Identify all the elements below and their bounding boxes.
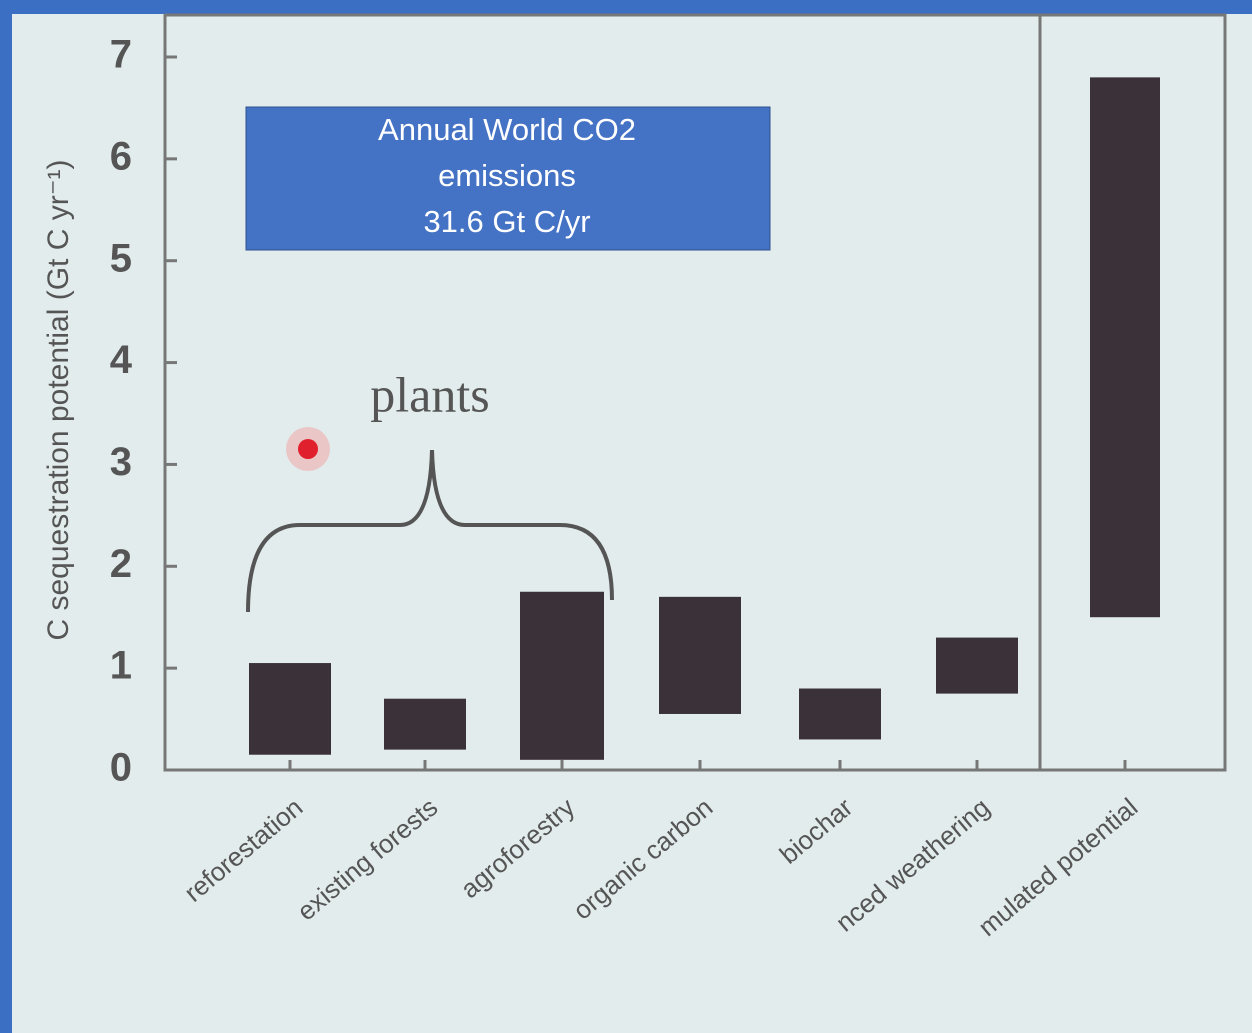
y-tick-label: 1 [110, 644, 132, 688]
y-tick-label: 2 [110, 542, 132, 586]
y-tick-label: 3 [110, 440, 132, 484]
y-tick-label: 6 [110, 134, 132, 178]
annotation-line: 31.6 Gt C/yr [423, 204, 590, 239]
y-tick-label: 5 [110, 236, 132, 280]
bar [249, 663, 331, 755]
chart: C sequestration potential (Gt C yr⁻¹) pl… [0, 0, 1252, 1033]
bar [1090, 77, 1160, 617]
bar [659, 597, 741, 714]
left-band [0, 0, 12, 1033]
bar [936, 638, 1018, 694]
y-axis-label: C sequestration potential (Gt C yr⁻¹) [42, 159, 75, 640]
bar [799, 689, 881, 740]
page: {"chart_data": { "type": "floating-bar",… [0, 0, 1252, 1033]
bar [384, 699, 466, 750]
annotation-line: emissions [438, 158, 576, 193]
pointer [298, 439, 318, 459]
y-tick-label: 4 [110, 338, 133, 382]
annotation-line: Annual World CO2 [378, 112, 636, 147]
y-tick-label: 0 [110, 746, 132, 790]
top-band [0, 0, 1252, 14]
brace-label: plants [370, 366, 489, 422]
y-tick-label: 7 [110, 33, 132, 77]
bar [520, 592, 604, 760]
